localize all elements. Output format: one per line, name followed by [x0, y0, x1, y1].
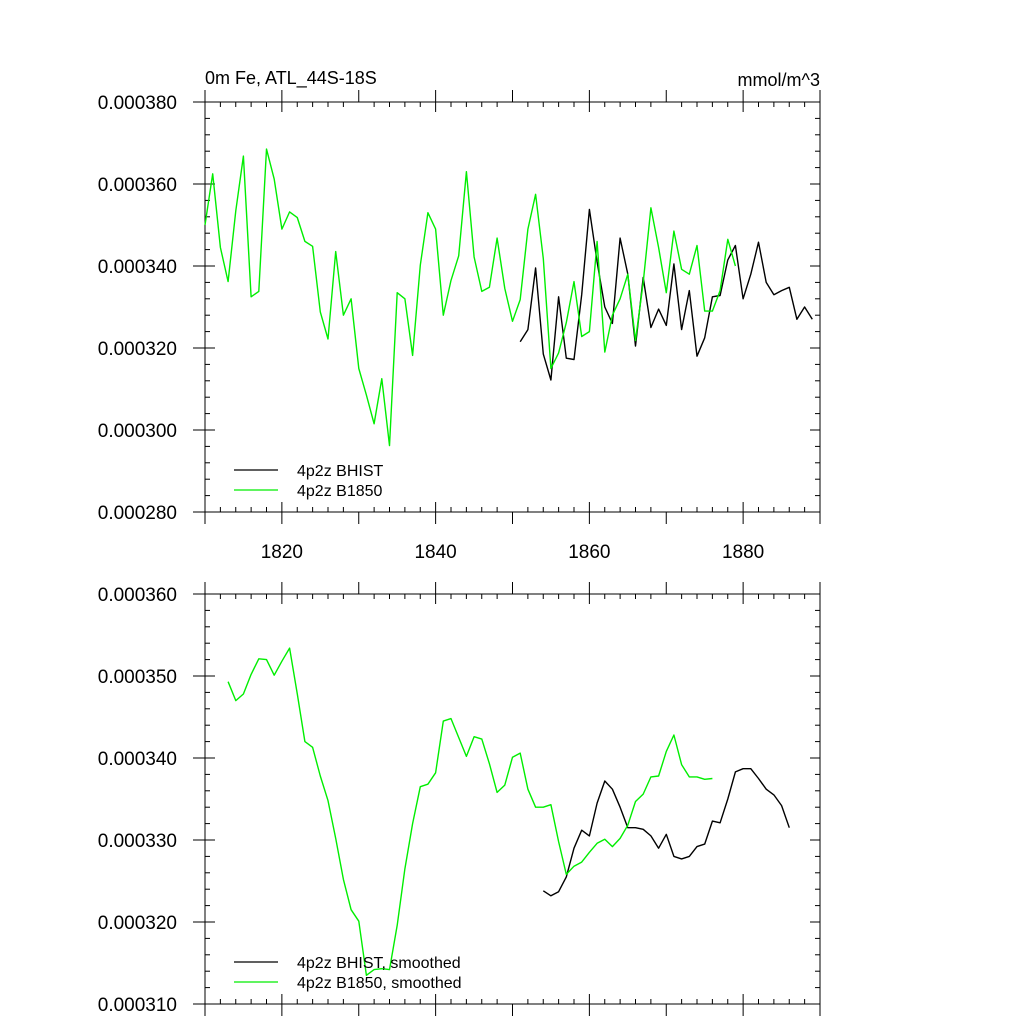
top-y-tick-labels: 0.000280 0.000300 0.000320 0.000340 0.000360…	[98, 93, 177, 524]
bottom-ticks	[193, 582, 821, 1016]
bottom-y-tick-labels: 0.000310 0.000320 0.000330 0.000340 0.000350…	[98, 585, 177, 1016]
y-tick-label: 0.000280	[98, 503, 177, 524]
series-line-bhist	[519, 208, 813, 381]
top-series	[204, 148, 813, 447]
bottom-legend-label-b1850: 4p2z B1850, smoothed	[297, 975, 462, 992]
series-line-bhist	[542, 768, 790, 897]
bottom-legend-label-bhist: 4p2z BHIST, smoothed	[297, 955, 461, 972]
x-tick-label: 1840	[414, 542, 456, 563]
y-tick-label: 0.000360	[98, 175, 177, 196]
x-tick-label: 1880	[722, 542, 764, 563]
top-legend: 4p2z BHIST 4p2z B1850	[234, 463, 383, 500]
top-ticks	[193, 90, 821, 524]
y-tick-label: 0.000310	[98, 995, 177, 1016]
bottom-panel: 0.000310 0.000320 0.000330 0.000340 0.000350…	[98, 582, 821, 1016]
y-tick-label: 0.000330	[98, 831, 177, 852]
top-plot-frame	[204, 101, 821, 513]
bottom-legend: 4p2z BHIST, smoothed 4p2z B1850, smoothe…	[234, 955, 462, 992]
y-tick-label: 0.000300	[98, 421, 177, 442]
bottom-series	[227, 647, 790, 976]
top-x-tick-labels: 1820 1840 1860 1880	[261, 542, 765, 563]
top-legend-label-bhist: 4p2z BHIST	[297, 463, 383, 480]
y-tick-label: 0.000340	[98, 257, 177, 278]
series-line-b1850	[227, 647, 713, 976]
y-tick-label: 0.000380	[98, 93, 177, 114]
y-tick-label: 0.000320	[98, 339, 177, 360]
y-tick-label: 0.000360	[98, 585, 177, 606]
top-legend-label-b1850: 4p2z B1850	[297, 483, 383, 500]
top-panel: 0m Fe, ATL_44S-18S mmol/m^3 0.0002800.00…	[98, 68, 821, 563]
top-title-left: 0m Fe, ATL_44S-18S	[205, 68, 377, 89]
x-tick-label: 1820	[261, 542, 303, 563]
x-tick-label: 1860	[568, 542, 610, 563]
y-tick-label: 0.000320	[98, 913, 177, 934]
top-title-right: mmol/m^3	[738, 70, 820, 90]
y-tick-label: 0.000350	[98, 667, 177, 688]
series-line-b1850	[204, 148, 737, 447]
y-tick-label: 0.000340	[98, 749, 177, 770]
